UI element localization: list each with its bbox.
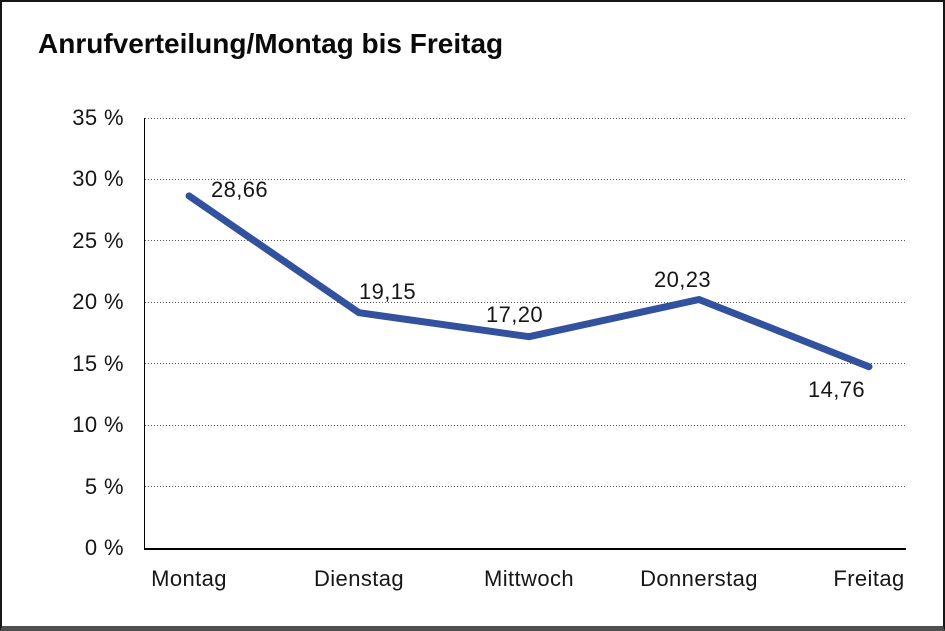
data-point-label-freitag: 14,76	[808, 376, 866, 402]
gridline-30pct	[145, 178, 906, 180]
gridline-5pct	[145, 486, 906, 488]
y-tick-label: 20 %	[72, 289, 124, 315]
y-tick-label: 15 %	[72, 350, 124, 376]
series-line	[185, 192, 873, 371]
x-tick-label-mittwoch: Mittwoch	[484, 566, 574, 591]
y-tick-label: 35 %	[72, 105, 124, 130]
data-point-label-montag: 28,66	[211, 176, 269, 202]
data-point-label-mittwoch: 17,20	[486, 301, 544, 327]
gridline-15pct	[145, 363, 906, 365]
plot-area: 28,66 19,15 17,20 20,23 14,76	[144, 117, 906, 550]
x-tick-label-dienstag: Dienstag	[313, 566, 405, 591]
y-tick-label: 0 %	[84, 535, 124, 560]
x-tick-label-montag: Montag	[151, 566, 227, 591]
data-point-label-dienstag: 19,15	[359, 278, 417, 304]
gridline-35pct	[145, 117, 906, 119]
y-tick-label: 10 %	[72, 412, 124, 438]
gridline-25pct	[145, 240, 906, 242]
y-tick-label: 30 %	[72, 166, 124, 192]
data-line-layer	[185, 192, 873, 371]
y-tick-label: 5 %	[84, 473, 124, 499]
chart-title: Anrufverteilung/Montag bis Freitag	[38, 28, 504, 59]
x-tick-label-freitag: Freitag	[833, 566, 905, 591]
data-point-label-donnerstag: 20,23	[654, 267, 712, 293]
gridline-10pct	[145, 424, 906, 426]
x-tick-label-donnerstag: Donnerstag	[640, 566, 758, 591]
gridline-20pct	[145, 301, 906, 303]
y-tick-label: 25 %	[72, 227, 124, 253]
